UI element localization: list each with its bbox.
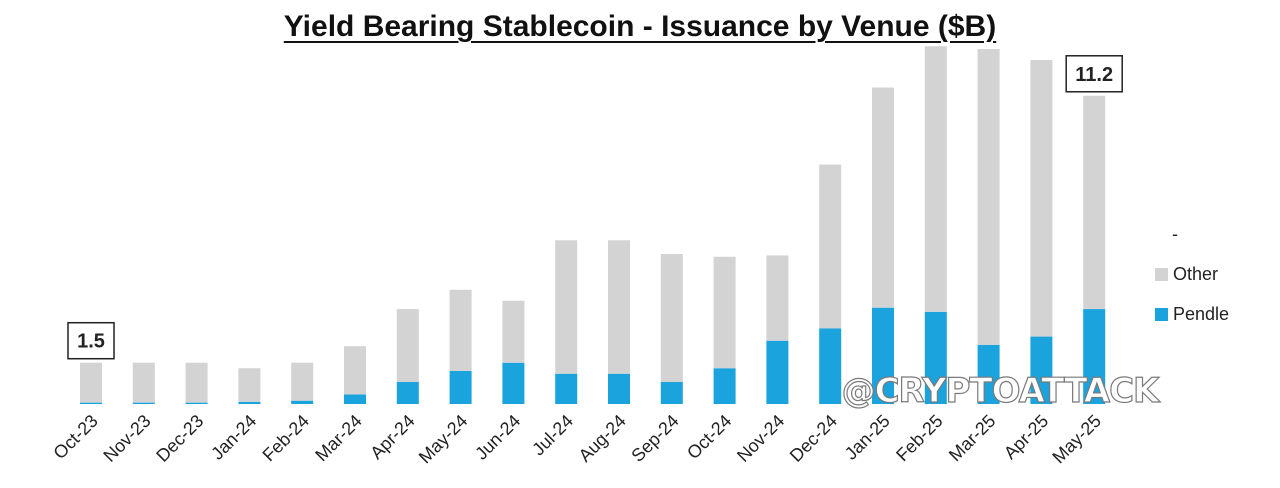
bar-other-mar-24 <box>344 346 366 395</box>
bar-pendle-jan-25 <box>872 307 894 404</box>
x-tick-label: Jan-25 <box>841 411 894 464</box>
legend-extra-entry: - <box>1172 224 1178 244</box>
chart-title: Yield Bearing Stablecoin - Issuance by V… <box>283 10 997 43</box>
bar-pendle-jan-24 <box>238 401 261 404</box>
callout-box <box>1065 55 1123 93</box>
bar-other-apr-25 <box>1030 60 1053 337</box>
bar-other-aug-24 <box>608 240 630 374</box>
watermark-text: @CRYPTOATTACK <box>842 371 1161 411</box>
x-tick-label: Feb-24 <box>259 411 313 465</box>
bar-pendle-apr-24 <box>396 381 419 404</box>
x-tick-label: Sep-24 <box>627 411 682 466</box>
x-tick-label: Feb-25 <box>892 411 946 465</box>
bar-other-jun-24 <box>502 300 525 363</box>
x-tick-label: Oct-23 <box>49 411 101 463</box>
bar-pendle-mar-24 <box>344 394 366 404</box>
x-tick-label: Jul-24 <box>528 411 577 460</box>
bar-other-dec-23 <box>185 362 208 403</box>
x-tick-label: Nov-23 <box>99 411 154 466</box>
x-tick-label: May-25 <box>1048 411 1105 468</box>
bar-other-apr-24 <box>396 309 419 382</box>
callout-box <box>67 321 115 360</box>
bar-pendle-dec-24 <box>819 328 842 404</box>
bar-pendle-mar-25 <box>977 344 1000 404</box>
bar-pendle-nov-24 <box>766 340 789 404</box>
bar-pendle-oct-24 <box>713 368 736 404</box>
x-tick-label: Dec-23 <box>152 411 207 466</box>
x-tick-label: Apr-24 <box>366 411 418 463</box>
bar-other-dec-24 <box>819 164 842 329</box>
callout-label: 1.5 <box>77 331 105 353</box>
bar-other-nov-23 <box>132 362 155 403</box>
bar-other-nov-24 <box>766 255 789 341</box>
legend: - Other Pendle <box>1155 224 1229 324</box>
x-tick-label: Apr-25 <box>1000 411 1052 463</box>
bar-pendle-sep-24 <box>660 381 683 404</box>
bar-pendle-may-24 <box>449 370 472 404</box>
bars-layer <box>80 46 1106 404</box>
bar-other-feb-24 <box>291 362 314 401</box>
bar-other-may-25 <box>1083 95 1106 310</box>
bar-pendle-dec-23 <box>185 402 208 404</box>
x-tick-label: Dec-24 <box>786 411 841 466</box>
bar-other-oct-24 <box>713 256 736 369</box>
legend-swatch-pendle <box>1155 308 1168 321</box>
x-tick-label: Jun-24 <box>471 411 524 464</box>
bar-other-jan-24 <box>238 368 261 402</box>
x-tick-label: Jan-24 <box>207 411 260 464</box>
x-tick-label: Mar-25 <box>945 411 999 465</box>
bar-pendle-oct-23 <box>80 402 102 404</box>
legend-label-pendle: Pendle <box>1173 304 1229 324</box>
bar-other-jan-25 <box>872 87 894 308</box>
x-tick-label: Oct-24 <box>683 411 735 463</box>
bar-other-oct-23 <box>80 362 102 403</box>
bar-pendle-may-25 <box>1083 309 1106 404</box>
callout-label: 11.2 <box>1075 64 1113 86</box>
callouts-layer: 1.5 11.2 <box>67 55 1123 360</box>
legend-swatch-other <box>1155 268 1168 281</box>
x-tick-label: Mar-24 <box>311 411 365 465</box>
x-tick-label: Nov-24 <box>733 411 788 466</box>
bar-pendle-nov-23 <box>132 402 155 404</box>
x-tick-label: May-24 <box>415 411 472 468</box>
bar-other-jul-24 <box>555 240 578 374</box>
x-tick-label: Aug-24 <box>575 411 630 466</box>
bar-pendle-jun-24 <box>502 362 525 404</box>
bar-pendle-feb-24 <box>291 400 314 404</box>
bar-pendle-apr-25 <box>1030 336 1053 404</box>
bar-pendle-jul-24 <box>555 373 578 404</box>
bar-pendle-feb-25 <box>924 311 947 404</box>
bar-pendle-aug-24 <box>608 373 630 404</box>
bar-other-mar-25 <box>977 48 1000 345</box>
legend-label-other: Other <box>1173 264 1218 284</box>
bar-other-sep-24 <box>660 254 683 382</box>
bar-other-feb-25 <box>924 46 947 312</box>
bar-other-may-24 <box>449 289 472 371</box>
